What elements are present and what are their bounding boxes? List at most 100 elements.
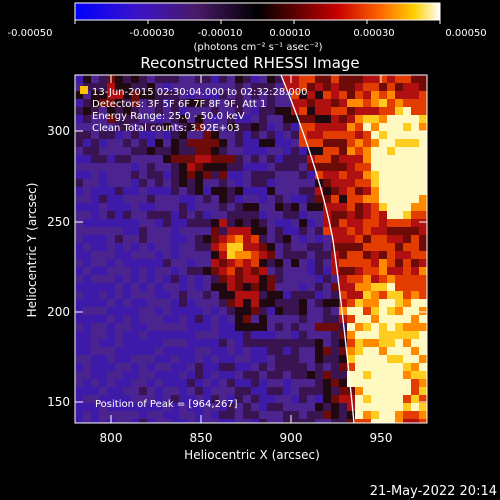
heatmap-cell xyxy=(323,403,332,412)
heatmap-cell xyxy=(115,147,124,156)
heatmap-cell xyxy=(379,139,388,148)
heatmap-cell xyxy=(395,131,404,140)
heatmap-cell xyxy=(139,331,148,340)
heatmap-cell xyxy=(91,411,100,420)
heatmap-cell xyxy=(371,147,380,156)
heatmap-cell xyxy=(187,259,196,268)
heatmap-cell xyxy=(315,235,324,244)
heatmap-cell xyxy=(235,195,244,204)
heatmap-cell xyxy=(123,267,132,276)
heatmap-cell xyxy=(299,139,308,148)
heatmap-cell xyxy=(115,187,124,196)
heatmap-cell xyxy=(371,251,380,260)
heatmap-cell xyxy=(139,387,148,396)
heatmap-cell xyxy=(203,243,212,252)
heatmap-cell xyxy=(275,107,284,116)
heatmap-cell xyxy=(107,107,116,116)
heatmap-cell xyxy=(355,131,364,140)
heatmap-cell xyxy=(387,339,396,348)
heatmap-cell xyxy=(83,227,92,236)
heatmap-cell xyxy=(91,363,100,372)
heatmap-cell xyxy=(179,75,188,84)
heatmap-cell xyxy=(307,163,316,172)
heatmap-cell xyxy=(179,347,188,356)
heatmap-cell xyxy=(123,355,132,364)
heatmap-cell xyxy=(83,355,92,364)
heatmap-cell xyxy=(243,107,252,116)
heatmap-cell xyxy=(147,235,156,244)
heatmap-cell xyxy=(211,363,220,372)
heatmap-cell xyxy=(75,123,84,132)
heatmap-cell xyxy=(219,187,228,196)
heatmap-cell xyxy=(235,331,244,340)
heatmap-cell xyxy=(251,187,260,196)
heatmap-cell xyxy=(107,131,116,140)
heatmap-cell xyxy=(299,363,308,372)
heatmap-cell xyxy=(171,267,180,276)
heatmap-cell xyxy=(131,99,140,108)
heatmap-cell xyxy=(299,267,308,276)
heatmap-cell xyxy=(387,331,396,340)
heatmap-cell xyxy=(307,227,316,236)
heatmap-cell xyxy=(259,307,268,316)
heatmap-cell xyxy=(179,395,188,404)
heatmap-cell xyxy=(163,211,172,220)
heatmap-cell xyxy=(187,163,196,172)
heatmap-cell xyxy=(275,83,284,92)
heatmap-cell xyxy=(147,267,156,276)
heatmap-cell xyxy=(243,371,252,380)
heatmap-cell xyxy=(131,251,140,260)
heatmap-cell xyxy=(347,259,356,268)
heatmap-cell xyxy=(107,323,116,332)
heatmap-cell xyxy=(283,371,292,380)
heatmap-cell xyxy=(171,371,180,380)
heatmap-cell xyxy=(315,99,324,108)
heatmap-cell xyxy=(387,291,396,300)
heatmap-cell xyxy=(403,403,412,412)
heatmap-cell xyxy=(387,363,396,372)
heatmap-cell xyxy=(179,251,188,260)
heatmap-cell xyxy=(283,99,292,108)
heatmap-cell xyxy=(107,179,116,188)
heatmap-cell xyxy=(275,179,284,188)
heatmap-cell xyxy=(195,83,204,92)
heatmap-cell xyxy=(339,259,348,268)
heatmap-cell xyxy=(179,371,188,380)
heatmap-cell xyxy=(163,251,172,260)
heatmap-cell xyxy=(195,395,204,404)
heatmap-cell xyxy=(299,115,308,124)
heatmap-cell xyxy=(291,331,300,340)
heatmap-cell xyxy=(219,227,228,236)
heatmap-cell xyxy=(267,363,276,372)
heatmap-cell xyxy=(107,147,116,156)
heatmap-cell xyxy=(339,363,348,372)
heatmap-image xyxy=(75,75,427,423)
heatmap-cell xyxy=(355,115,364,124)
heatmap-cell xyxy=(147,259,156,268)
heatmap-cell xyxy=(75,99,84,108)
heatmap-cell xyxy=(99,195,108,204)
heatmap-cell xyxy=(211,99,220,108)
heatmap-cell xyxy=(243,203,252,212)
heatmap-cell xyxy=(307,259,316,268)
heatmap-cell xyxy=(243,323,252,332)
colorbar-tick-label: 0.00050 xyxy=(445,28,486,39)
heatmap-cell xyxy=(91,291,100,300)
heatmap-cell xyxy=(267,91,276,100)
heatmap-cell xyxy=(227,331,236,340)
heatmap-cell xyxy=(187,307,196,316)
heatmap-cell xyxy=(171,315,180,324)
heatmap-cell xyxy=(315,139,324,148)
heatmap-cell xyxy=(291,227,300,236)
heatmap-cell xyxy=(355,195,364,204)
heatmap-cell xyxy=(83,131,92,140)
heatmap-cell xyxy=(347,315,356,324)
heatmap-cell xyxy=(155,115,164,124)
heatmap-cell xyxy=(171,339,180,348)
heatmap-cell xyxy=(259,195,268,204)
heatmap-cell xyxy=(195,387,204,396)
heatmap-cell xyxy=(251,307,260,316)
heatmap-cell xyxy=(123,99,132,108)
heatmap-cell xyxy=(163,83,172,92)
heatmap-cell xyxy=(371,235,380,244)
